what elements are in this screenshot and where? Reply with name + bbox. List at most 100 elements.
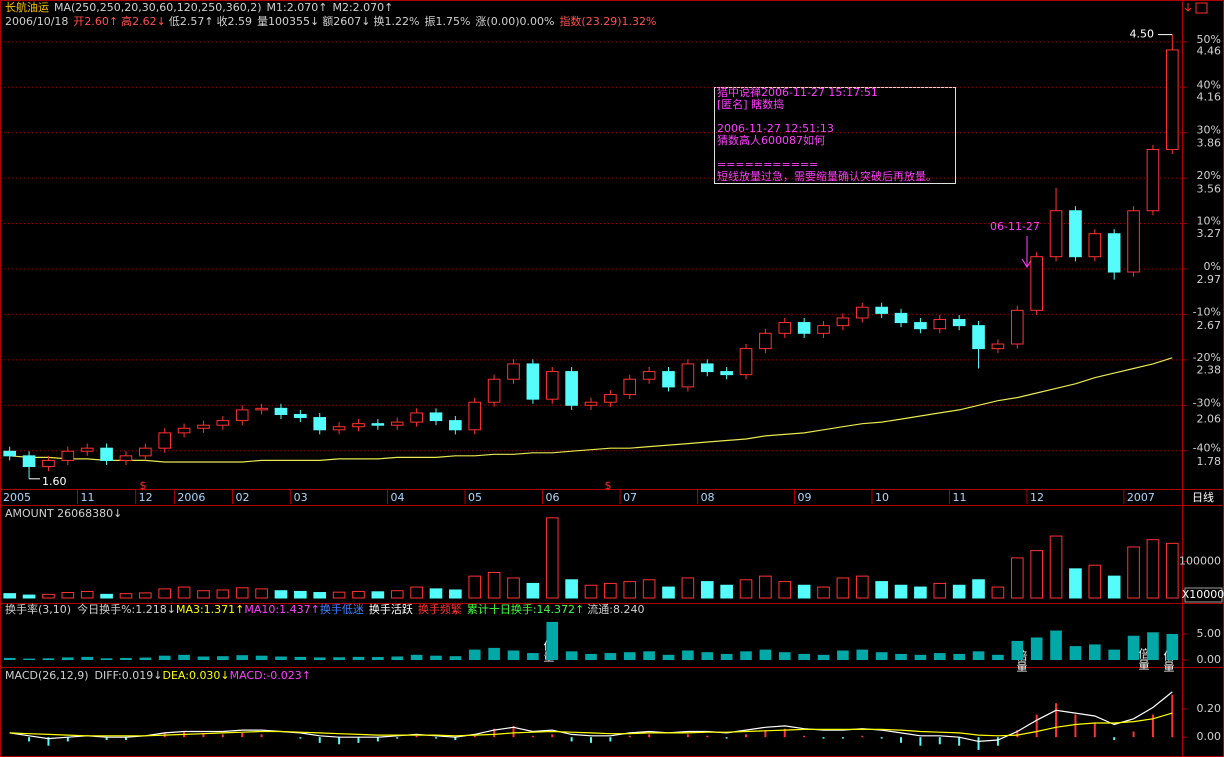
candle-body bbox=[294, 413, 307, 419]
candle-body bbox=[1030, 256, 1043, 311]
candle-body bbox=[468, 401, 482, 431]
bar bbox=[1108, 649, 1120, 660]
candle-body bbox=[604, 394, 617, 403]
bar bbox=[817, 654, 830, 660]
bar bbox=[22, 594, 36, 599]
bar bbox=[332, 591, 346, 599]
bar bbox=[3, 593, 17, 599]
y2-tick-label: -20% bbox=[1193, 351, 1221, 364]
x-tick-label: 05 bbox=[468, 491, 482, 504]
bar bbox=[1088, 564, 1102, 599]
bar bbox=[100, 658, 113, 660]
bar bbox=[894, 584, 908, 599]
bar bbox=[372, 657, 384, 660]
turnover-header: 换手率(3,10) 今日换手%:1.218↓MA3:1.371↑MA10:1.43… bbox=[5, 602, 644, 616]
bar bbox=[740, 651, 752, 660]
bar bbox=[1127, 546, 1140, 599]
low-mark-label: 1.60 bbox=[42, 475, 67, 488]
y-tick-label: 3.27 bbox=[1197, 227, 1222, 240]
x-tick-label: 2007 bbox=[1127, 491, 1155, 504]
header-item: 换1.22% bbox=[374, 14, 420, 28]
y-tick-label: 0.00 bbox=[1197, 730, 1222, 743]
turnover-note: 倍量 bbox=[1137, 647, 1150, 670]
bar bbox=[797, 584, 811, 599]
bar bbox=[216, 589, 230, 599]
macd-line bbox=[9, 691, 1173, 743]
header-item: 高2.62↓ bbox=[121, 14, 166, 28]
bar bbox=[895, 653, 907, 660]
candle-body bbox=[797, 322, 811, 334]
high-mark-label: 4.50 bbox=[1130, 28, 1155, 41]
bar bbox=[778, 652, 791, 660]
candle-body bbox=[158, 432, 172, 449]
bar bbox=[952, 584, 966, 599]
y2-tick-label: 50% bbox=[1197, 33, 1221, 46]
candle-body bbox=[119, 455, 133, 461]
bar bbox=[507, 650, 520, 660]
x-tick-label: 12 bbox=[1030, 491, 1044, 504]
y-tick-label: 4.46 bbox=[1197, 45, 1222, 58]
bar bbox=[410, 654, 423, 660]
bar bbox=[662, 654, 675, 660]
candle-body bbox=[991, 343, 1005, 350]
bar bbox=[217, 656, 229, 660]
bar bbox=[720, 653, 733, 660]
candle-body bbox=[855, 306, 869, 319]
candle-body bbox=[623, 378, 637, 396]
candle-body bbox=[255, 407, 268, 411]
bar bbox=[81, 656, 94, 660]
bar bbox=[3, 657, 16, 660]
x-tick-label: 04 bbox=[391, 491, 405, 504]
bar bbox=[62, 657, 74, 660]
bar bbox=[294, 656, 307, 660]
header-item: 量100355↓ bbox=[257, 15, 319, 28]
header-item: 换手活跃 bbox=[369, 602, 413, 616]
note-line: 2006-11-27 12:51:13 bbox=[717, 122, 834, 135]
bar bbox=[178, 654, 190, 660]
callout-label: 06-11-27 bbox=[990, 220, 1040, 233]
marker: $ bbox=[605, 479, 612, 492]
bar bbox=[80, 590, 94, 599]
candle-body bbox=[197, 424, 210, 429]
x-tick-label: 11 bbox=[952, 491, 966, 504]
candle-body bbox=[720, 371, 733, 376]
bar bbox=[1107, 575, 1121, 599]
candle-body bbox=[1049, 210, 1063, 258]
candle-body bbox=[429, 412, 443, 422]
header-item: 换手率(3,10) bbox=[5, 602, 71, 616]
header-item: DEA:0.030↓ bbox=[162, 669, 229, 682]
bar bbox=[177, 586, 191, 599]
note-line: 猎中说禅2006-11-27 15:17:51 bbox=[717, 85, 878, 99]
bar bbox=[565, 651, 578, 660]
candle-body bbox=[1088, 233, 1102, 258]
bar bbox=[139, 592, 152, 599]
note-line: =========== bbox=[717, 158, 818, 171]
bar bbox=[1127, 635, 1140, 660]
candle-body bbox=[371, 423, 385, 426]
header-item: 低2.57↑ bbox=[169, 15, 214, 28]
callout-arrow bbox=[1021, 236, 1033, 268]
candle-body bbox=[139, 447, 152, 457]
header-item: 指数(23.29)1.32% bbox=[559, 14, 656, 28]
bar bbox=[933, 582, 947, 599]
candle-body bbox=[177, 427, 191, 434]
x-tick-label: 12 bbox=[139, 491, 153, 504]
candle-body bbox=[545, 371, 559, 400]
bar bbox=[604, 653, 617, 660]
candle-body bbox=[449, 420, 462, 431]
candle-body bbox=[565, 371, 578, 406]
header-item: 累计十日换手:14.372↑ bbox=[467, 602, 584, 616]
bar bbox=[972, 579, 985, 599]
bar bbox=[23, 658, 35, 660]
note-line: 猜数高人600087如何 bbox=[717, 133, 825, 147]
candle-body bbox=[584, 401, 598, 406]
candle-body bbox=[352, 423, 365, 428]
bar bbox=[255, 588, 268, 599]
x-tick-label: 06 bbox=[546, 491, 560, 504]
bar bbox=[643, 651, 655, 660]
candle-body bbox=[313, 417, 327, 431]
bar bbox=[430, 655, 442, 660]
y2-tick-label: -40% bbox=[1193, 442, 1221, 455]
